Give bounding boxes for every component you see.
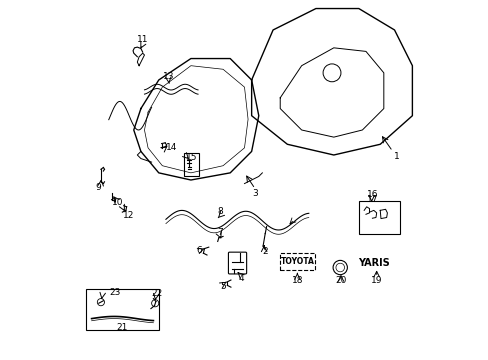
Text: 10: 10 [112, 198, 123, 207]
Text: 15: 15 [186, 153, 197, 162]
Text: 5: 5 [220, 282, 225, 291]
Text: 22: 22 [151, 289, 163, 298]
FancyBboxPatch shape [358, 202, 399, 234]
FancyBboxPatch shape [279, 253, 314, 270]
Text: 12: 12 [122, 211, 134, 220]
FancyBboxPatch shape [85, 289, 159, 330]
Text: 9: 9 [95, 183, 101, 192]
Text: 6: 6 [196, 246, 201, 255]
Text: 17: 17 [366, 195, 377, 204]
Text: 1: 1 [393, 152, 399, 161]
Text: 3: 3 [252, 189, 258, 198]
Text: 19: 19 [370, 276, 382, 285]
Text: 2: 2 [262, 247, 267, 256]
Text: 13: 13 [163, 72, 174, 81]
Text: 18: 18 [291, 275, 303, 284]
Text: 4: 4 [238, 274, 243, 283]
Text: 23: 23 [109, 288, 121, 297]
Text: 20: 20 [335, 276, 346, 285]
Text: 11: 11 [137, 36, 148, 45]
Text: 7: 7 [217, 228, 223, 237]
Text: YARIS: YARIS [357, 258, 389, 268]
Text: 21: 21 [117, 323, 128, 332]
Text: 14: 14 [165, 143, 177, 152]
FancyBboxPatch shape [228, 252, 246, 274]
Text: TOYOTA: TOYOTA [280, 257, 314, 266]
Text: 16: 16 [366, 190, 377, 199]
FancyBboxPatch shape [184, 153, 199, 176]
Text: 8: 8 [217, 207, 223, 216]
